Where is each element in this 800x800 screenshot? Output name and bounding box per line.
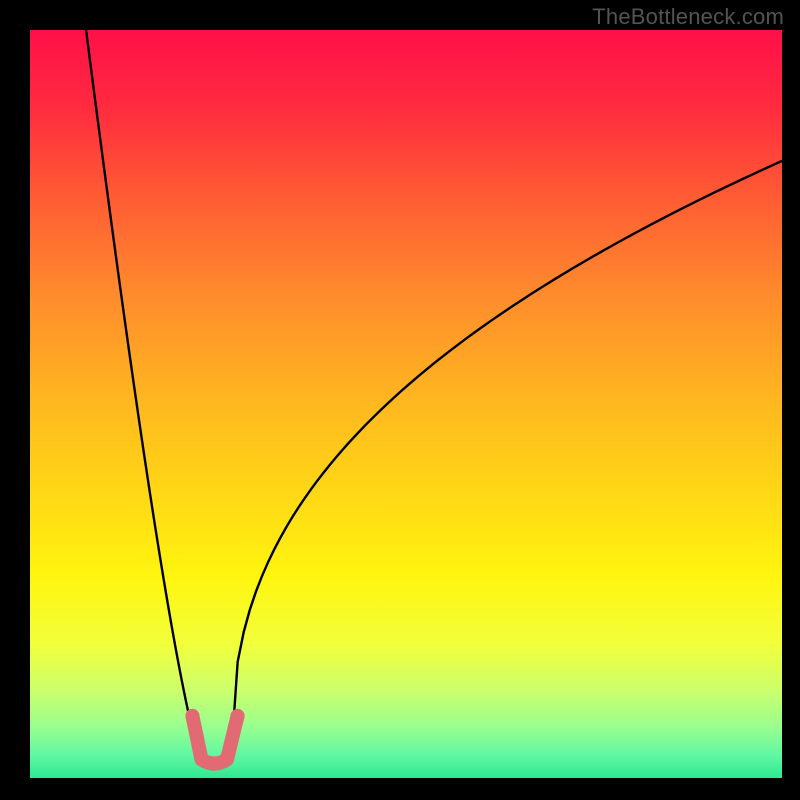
watermark-text: TheBottleneck.com [592, 4, 784, 30]
u-marker-stroke [192, 716, 237, 764]
curve-layer [30, 30, 782, 778]
curve-left-limb [84, 15, 198, 751]
canvas-outer: TheBottleneck.com [0, 0, 800, 800]
curve-right-limb [232, 161, 782, 751]
plot-area [30, 30, 782, 778]
